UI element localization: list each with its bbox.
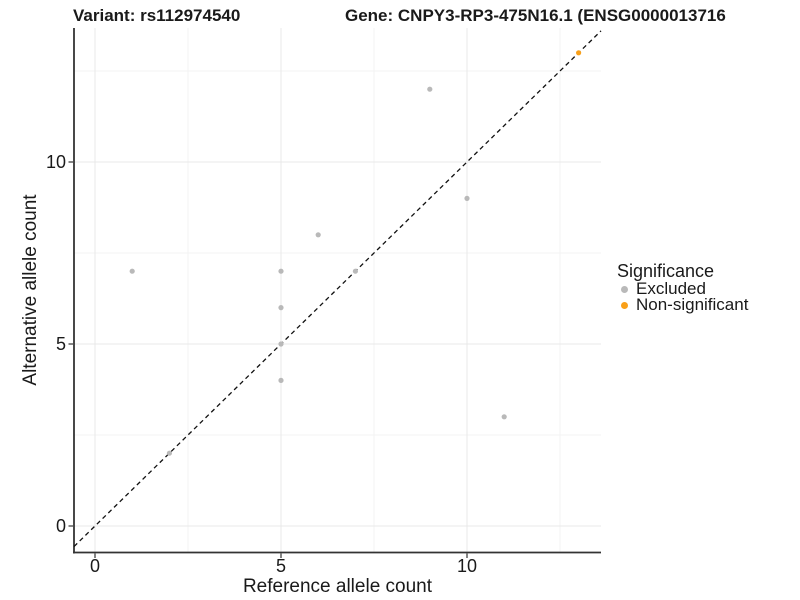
gene-title: Gene: CNPY3-RP3-475N16.1 (ENSG0000013716 [345,6,726,25]
data-point-excluded [501,414,507,420]
data-point-excluded [278,377,284,383]
data-point-excluded [315,232,321,238]
data-point-excluded [129,268,135,274]
data-point-excluded [278,341,284,347]
data-point-excluded [427,86,433,92]
data-point-excluded [278,268,284,274]
x-axis-title: Reference allele count [242,576,433,597]
legend: Significance Excluded Non-significant [617,261,748,313]
data-point-non-significant [576,50,582,56]
legend-item: Excluded [617,279,748,298]
legend-swatch-icon [621,301,628,309]
y-tick-label: 0 [55,516,66,536]
x-tick-label: 0 [89,556,100,576]
data-point-excluded [464,195,470,201]
variant-title: Variant: rs112974540 [73,6,241,25]
legend-items: Excluded Non-significant [617,279,749,314]
y-axis-title: Alternative allele count [20,194,41,386]
x-tick-label: 5 [275,556,286,576]
y-tick-label: 10 [45,152,66,172]
identity-line [73,30,602,548]
data-point-excluded [352,268,358,274]
legend-swatch-icon [621,285,628,293]
legend-title: Significance [617,261,715,281]
data-point-excluded [278,305,284,311]
x-tick-label: 10 [456,556,478,576]
legend-item-label: Non-significant [636,295,749,314]
data-point-excluded [166,450,172,456]
legend-item: Non-significant [617,295,749,314]
y-tick-label: 5 [55,334,66,354]
legend-item-label: Excluded [636,279,706,298]
